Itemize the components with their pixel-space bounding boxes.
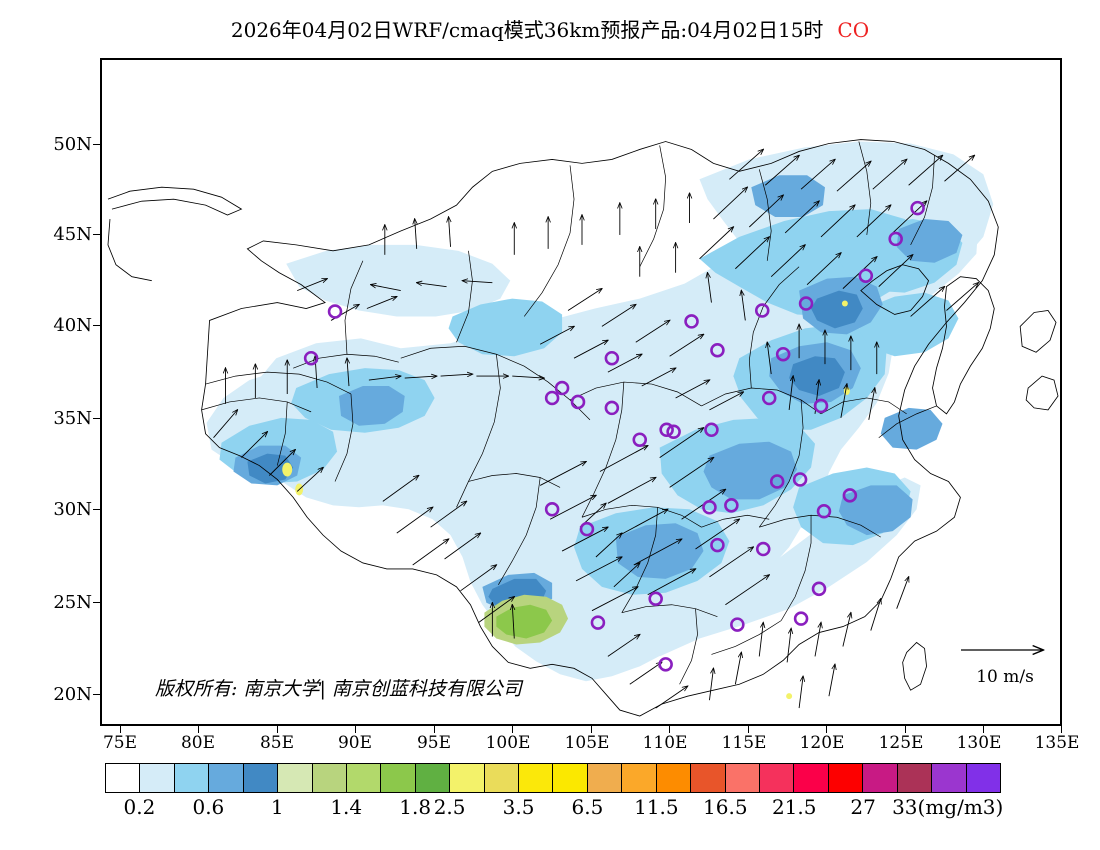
colorbar-cell-8 — [381, 764, 416, 792]
colorbar-cell-11 — [484, 764, 520, 792]
colorbar-cell-3 — [209, 764, 244, 792]
colorbar-cell-4 — [243, 764, 279, 792]
x-tick-125E: 125E — [878, 733, 924, 753]
colorbar-cell-25 — [966, 764, 1000, 792]
colorbar-label-0.6: 0.6 — [192, 795, 225, 819]
colorbar-label-16.5: 16.5 — [703, 795, 748, 819]
colorbar-label-11.5: 11.5 — [634, 795, 679, 819]
colorbar-label-0.2: 0.2 — [123, 795, 156, 819]
x-tick-120E: 120E — [799, 733, 845, 753]
colorbar-cell-9 — [415, 764, 451, 792]
x-tick-105E: 105E — [564, 733, 610, 753]
x-tick-85E: 85E — [259, 733, 295, 753]
title-main-text: 2026年04月02日WRF/cmaq模式36km预报产品:04月02日15时 — [230, 18, 824, 42]
x-tick-75E: 75E — [102, 733, 138, 753]
y-tick-45N: 45N — [53, 224, 92, 245]
concentration-contour-layer — [206, 141, 994, 700]
map-plot-area[interactable] — [100, 58, 1062, 726]
colorbar-cell-24 — [932, 764, 967, 792]
x-tick-110E: 110E — [642, 733, 688, 753]
colorbar-cell-12 — [519, 764, 554, 792]
colorbar-cell-21 — [828, 764, 864, 792]
colorbar-label-6.5: 6.5 — [571, 795, 604, 819]
colorbar-cell-18 — [725, 764, 761, 792]
colorbar-label-27: 27 — [850, 795, 876, 819]
colorbar-label-33: 33(mg/m3) — [892, 795, 1004, 819]
colorbar-cell-22 — [863, 764, 898, 792]
colorbar-cell-2 — [174, 764, 210, 792]
colorbar-cell-17 — [691, 764, 726, 792]
x-tick-80E: 80E — [180, 733, 216, 753]
colorbar-cell-13 — [553, 764, 588, 792]
x-tick-95E: 95E — [416, 733, 452, 753]
colorbar-cell-19 — [760, 764, 795, 792]
colorbar-cell-0 — [106, 764, 141, 792]
wind-arrow-icon — [961, 640, 1055, 660]
title-species-label: CO — [837, 18, 870, 42]
colorbar-tick-labels: 0.2 0.6 1 1.4 1.8 2.5 3.5 6.5 11.5 16.5 21.5 27 33(m… — [0, 795, 1100, 823]
colorbar-label-21.5: 21.5 — [771, 795, 817, 819]
x-tick-135E: 135E — [1034, 733, 1080, 753]
colorbar-label-3.5: 3.5 — [502, 795, 535, 819]
y-tick-35N: 35N — [53, 408, 92, 429]
station-marker-layer[interactable] — [303, 200, 925, 724]
colorbar[interactable] — [105, 763, 1001, 793]
colorbar-cell-15 — [622, 764, 657, 792]
y-tick-20N: 20N — [53, 684, 92, 705]
colorbar-cell-10 — [450, 764, 485, 792]
page-title: 2026年04月02日WRF/cmaq模式36km预报产品:04月02日15时 C… — [0, 14, 1100, 43]
y-tick-40N: 40N — [53, 315, 92, 336]
colorbar-cell-14 — [587, 764, 623, 792]
x-tick-90E: 90E — [337, 733, 373, 753]
y-tick-30N: 30N — [53, 499, 92, 520]
colorbar-cell-5 — [278, 764, 313, 792]
x-tick-100E: 100E — [485, 733, 531, 753]
colorbar-cell-6 — [312, 764, 347, 792]
map-canvas — [107, 139, 1059, 724]
y-tick-50N: 50N — [53, 134, 92, 155]
y-tick-25N: 25N — [53, 592, 92, 613]
colorbar-label-1.8: 1.8 — [399, 795, 432, 819]
coastline-and-border-layer — [107, 139, 1059, 717]
colorbar-cell-20 — [794, 764, 829, 792]
colorbar-cell-1 — [140, 764, 175, 792]
x-tick-115E: 115E — [721, 733, 767, 753]
colorbar-cell-23 — [897, 764, 933, 792]
wind-scale-label: 10 m/s — [976, 667, 1034, 687]
x-tick-130E: 130E — [956, 733, 1002, 753]
colorbar-cell-7 — [346, 764, 382, 792]
wind-vector-layer — [213, 149, 979, 709]
colorbar-label-2.5: 2.5 — [433, 795, 466, 819]
wind-scale-key: 10 m/s — [955, 640, 1055, 687]
colorbar-label-1: 1 — [270, 795, 284, 819]
colorbar-label-1.4: 1.4 — [330, 795, 363, 819]
copyright-notice: 版权所有: 南京大学| 南京创蓝科技有限公司 — [155, 678, 522, 700]
colorbar-cell-16 — [656, 764, 692, 792]
